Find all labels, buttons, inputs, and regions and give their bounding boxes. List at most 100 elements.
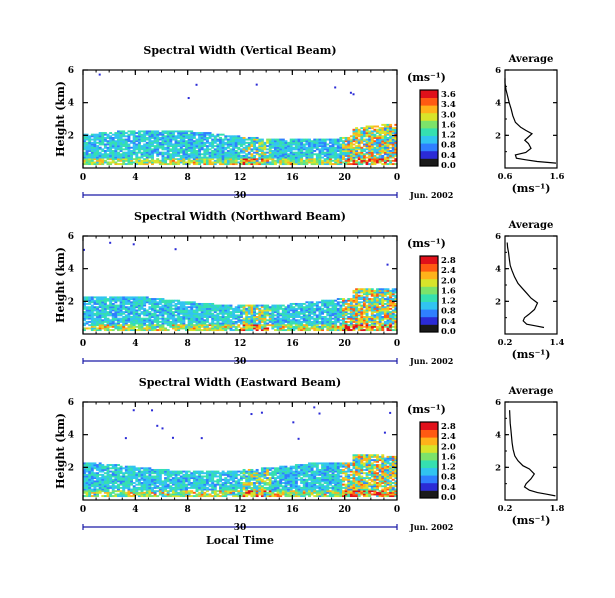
heatmap-cell xyxy=(88,154,92,157)
heatmap-cell xyxy=(127,135,131,138)
heatmap-cell xyxy=(368,306,372,309)
heatmap-cell xyxy=(137,163,141,166)
heatmap-cell xyxy=(294,141,298,144)
heatmap-cell xyxy=(389,150,393,152)
heatmap-cell xyxy=(245,329,249,332)
heatmap-cell xyxy=(386,291,390,294)
panel-0: Spectral Width (Vertical Beam)0 4 8 12 16 20 0… xyxy=(54,44,564,201)
heatmap-cell xyxy=(268,153,272,156)
heatmap-cell xyxy=(158,132,162,134)
heatmap-cell xyxy=(106,317,110,320)
heatmap-cell xyxy=(103,133,107,136)
heatmap-cell xyxy=(376,311,379,314)
heatmap-cell xyxy=(182,312,186,315)
heatmap-cell xyxy=(242,151,246,154)
heatmap-cell xyxy=(156,486,160,489)
heatmap-cell xyxy=(151,486,154,489)
heatmap-cell xyxy=(383,306,387,309)
heatmap-cell xyxy=(132,490,136,493)
heatmap-cell xyxy=(148,153,152,156)
heatmap-cell xyxy=(326,154,330,157)
heatmap-cell xyxy=(96,495,99,498)
colorbar-swatch xyxy=(420,120,438,129)
heatmap-cell xyxy=(130,324,134,327)
heatmap-cell xyxy=(151,490,154,493)
heatmap-cell xyxy=(224,154,228,157)
heatmap-cell xyxy=(276,138,280,141)
heatmap-cell xyxy=(347,307,351,310)
heatmap-cell xyxy=(124,477,128,480)
heatmap-cell xyxy=(90,301,94,304)
heatmap-cell xyxy=(137,483,141,486)
heatmap-cell xyxy=(216,322,220,325)
heatmap-cell xyxy=(96,298,99,300)
heatmap-cell xyxy=(185,302,188,305)
heatmap-cell xyxy=(323,153,327,156)
heatmap-cell xyxy=(394,136,398,139)
heatmap-cell xyxy=(190,150,194,152)
heatmap-cell xyxy=(276,312,280,315)
heatmap-cell xyxy=(342,312,345,315)
heatmap-cell xyxy=(122,161,126,164)
heatmap-cell xyxy=(365,319,369,322)
heatmap-cell xyxy=(85,314,89,317)
heatmap-cell xyxy=(198,163,202,166)
heatmap-cell xyxy=(302,312,306,315)
heatmap-cell xyxy=(130,133,134,136)
heatmap-cell xyxy=(281,311,285,314)
heatmap-cell xyxy=(208,312,212,315)
heatmap-cell xyxy=(169,153,173,156)
heatmap-cell xyxy=(190,130,194,133)
heatmap-cell xyxy=(234,159,238,162)
heatmap-cell xyxy=(368,301,372,304)
heatmap-cell xyxy=(164,146,168,149)
heatmap-cell xyxy=(164,327,168,330)
heatmap-cell xyxy=(224,317,228,320)
heatmap-cell xyxy=(187,306,191,309)
heatmap-cell xyxy=(355,151,359,154)
heatmap-cell xyxy=(96,133,99,136)
heatmap-cell xyxy=(344,143,348,146)
heatmap-cell xyxy=(284,154,288,157)
heatmap-cell xyxy=(83,482,86,484)
heatmap-cell xyxy=(378,291,382,294)
heatmap-cell xyxy=(328,145,332,148)
heatmap-cell xyxy=(365,322,369,325)
heatmap-cell xyxy=(357,132,361,134)
heatmap-cell xyxy=(88,146,92,149)
heatmap-cell xyxy=(192,320,196,323)
heatmap-cell xyxy=(292,143,296,146)
heatmap-cell xyxy=(140,493,144,496)
heatmap-cell xyxy=(226,316,230,318)
heatmap-cell xyxy=(205,145,209,148)
heatmap-cell xyxy=(119,163,123,166)
heatmap-cell xyxy=(171,316,175,318)
heatmap-cell xyxy=(101,485,105,488)
heatmap-cell xyxy=(132,486,136,489)
heatmap-cell xyxy=(352,307,356,310)
heatmap-cell xyxy=(368,299,372,302)
heatmap-cell xyxy=(122,482,126,484)
heatmap-cell xyxy=(321,327,325,330)
heatmap-cell xyxy=(315,327,319,330)
heatmap-cell xyxy=(310,143,314,146)
heatmap-cell xyxy=(132,467,136,470)
heatmap-cell xyxy=(339,316,343,318)
heatmap-cell xyxy=(119,146,123,149)
heatmap-cell xyxy=(177,163,181,166)
heatmap-cell xyxy=(145,132,149,134)
heatmap-cell xyxy=(140,304,144,307)
heatmap-cell xyxy=(130,154,134,157)
heatmap-cell xyxy=(166,480,170,483)
heatmap-cell xyxy=(336,153,340,156)
heatmap-cell xyxy=(177,140,181,143)
heatmap-cell xyxy=(292,316,296,318)
heatmap-cell xyxy=(297,324,301,327)
heatmap-cell xyxy=(289,316,293,318)
heatmap-cell xyxy=(323,161,327,164)
heatmap-cell xyxy=(232,329,236,332)
heatmap-cell xyxy=(300,138,304,141)
heatmap-cell xyxy=(83,248,85,251)
heatmap-cell xyxy=(166,317,170,320)
heatmap-cell xyxy=(117,154,120,157)
